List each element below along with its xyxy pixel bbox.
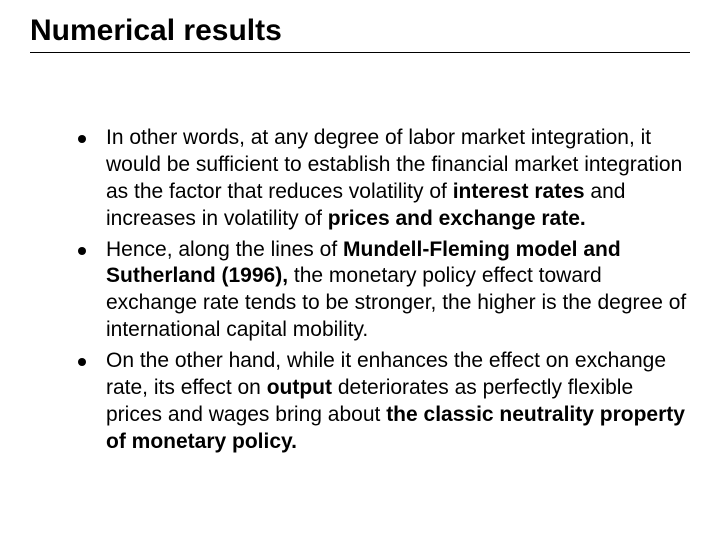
- text-segment: prices and exchange rate.: [328, 207, 586, 230]
- slide-title: Numerical results: [30, 14, 690, 53]
- slide: Numerical results In other words, at any…: [0, 0, 720, 540]
- text-segment: Hence, along the lines of: [106, 238, 343, 261]
- text-segment: interest rates: [453, 180, 585, 203]
- bullet-item: In other words, at any degree of labor m…: [78, 125, 690, 233]
- bullet-list: In other words, at any degree of labor m…: [30, 125, 690, 456]
- text-segment: output: [267, 376, 332, 399]
- bullet-item: Hence, along the lines of Mundell-Flemin…: [78, 237, 690, 345]
- bullet-item: On the other hand, while it enhances the…: [78, 348, 690, 456]
